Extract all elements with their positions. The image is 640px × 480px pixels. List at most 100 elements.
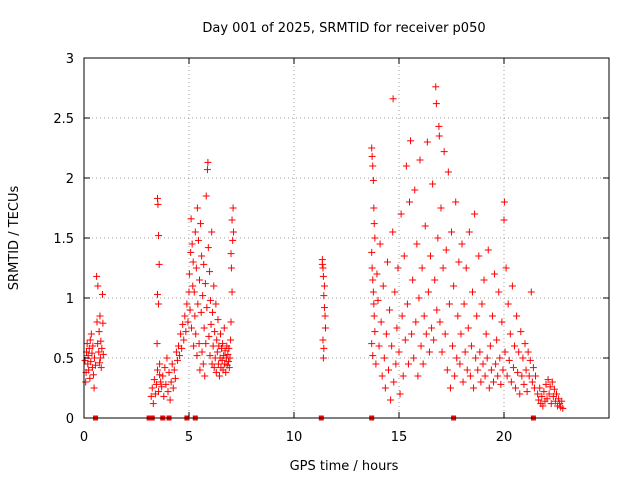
data-point bbox=[418, 264, 426, 272]
data-point bbox=[449, 342, 457, 350]
data-point bbox=[157, 378, 165, 386]
data-point bbox=[517, 328, 525, 336]
data-point bbox=[536, 384, 544, 392]
data-point bbox=[206, 296, 214, 304]
data-point bbox=[96, 354, 104, 362]
data-point bbox=[201, 372, 209, 380]
data-point bbox=[521, 340, 529, 348]
data-point bbox=[525, 372, 533, 380]
data-point bbox=[218, 356, 226, 364]
data-point bbox=[210, 282, 218, 290]
data-point bbox=[370, 204, 378, 212]
data-point bbox=[173, 356, 181, 364]
data-point bbox=[419, 360, 427, 368]
data-point bbox=[547, 400, 555, 408]
data-point bbox=[88, 349, 96, 357]
data-point bbox=[155, 300, 163, 308]
data-point bbox=[415, 294, 423, 302]
data-point bbox=[432, 83, 440, 91]
data-point bbox=[368, 264, 376, 272]
data-point bbox=[496, 354, 504, 362]
data-point bbox=[421, 222, 429, 230]
data-point bbox=[163, 354, 171, 362]
data-point bbox=[193, 204, 201, 212]
data-point bbox=[515, 348, 523, 356]
data-point bbox=[177, 330, 185, 338]
data-point bbox=[183, 300, 191, 308]
data-point bbox=[402, 162, 410, 170]
data-point bbox=[227, 336, 235, 344]
data-point bbox=[198, 252, 206, 260]
data-point bbox=[424, 288, 432, 296]
data-point bbox=[160, 392, 168, 400]
data-point bbox=[228, 216, 236, 224]
data-point bbox=[381, 384, 389, 392]
data-point bbox=[491, 270, 499, 278]
data-point bbox=[85, 366, 93, 374]
data-point bbox=[225, 364, 233, 372]
data-point bbox=[230, 228, 238, 236]
data-point bbox=[217, 330, 224, 338]
data-point bbox=[540, 388, 548, 396]
data-point bbox=[500, 216, 508, 224]
data-point bbox=[192, 264, 200, 272]
data-point bbox=[156, 371, 164, 379]
data-point bbox=[320, 282, 328, 290]
data-point bbox=[166, 396, 174, 404]
data-point bbox=[553, 390, 560, 398]
data-point bbox=[370, 312, 378, 320]
data-point bbox=[509, 364, 517, 372]
data-point bbox=[512, 384, 520, 392]
data-point bbox=[438, 348, 446, 356]
data-point bbox=[225, 344, 233, 352]
data-point bbox=[319, 336, 327, 344]
data-point bbox=[98, 290, 106, 298]
data-point bbox=[486, 342, 494, 350]
data-point bbox=[187, 248, 195, 256]
data-point bbox=[371, 234, 379, 242]
data-point bbox=[519, 354, 527, 362]
data-point bbox=[207, 320, 215, 328]
data-point bbox=[440, 148, 448, 156]
data-point bbox=[409, 276, 417, 284]
data-point bbox=[322, 324, 329, 332]
y-tick-label: 2 bbox=[66, 172, 74, 187]
data-point bbox=[152, 380, 160, 388]
data-point bbox=[518, 372, 526, 380]
data-point bbox=[545, 390, 553, 398]
data-point bbox=[195, 340, 203, 348]
data-point bbox=[399, 372, 407, 380]
data-point bbox=[505, 356, 513, 364]
data-point bbox=[535, 396, 543, 404]
data-point bbox=[379, 282, 387, 290]
data-point bbox=[488, 312, 496, 320]
data-point bbox=[154, 200, 162, 208]
data-point bbox=[411, 186, 419, 194]
data-point bbox=[191, 228, 199, 236]
data-point bbox=[369, 176, 377, 184]
data-point bbox=[162, 380, 170, 388]
data-point bbox=[457, 330, 465, 338]
data-point bbox=[199, 292, 207, 300]
data-point bbox=[460, 300, 468, 308]
data-point bbox=[150, 376, 158, 384]
data-point bbox=[437, 204, 445, 212]
data-point bbox=[188, 324, 196, 332]
data-point bbox=[206, 268, 214, 276]
data-point bbox=[204, 244, 212, 252]
data-point bbox=[375, 342, 383, 350]
data-point bbox=[528, 378, 536, 386]
data-point bbox=[149, 400, 157, 408]
data-point bbox=[423, 138, 431, 146]
data-point bbox=[85, 344, 93, 352]
data-point bbox=[475, 252, 483, 260]
data-point bbox=[221, 347, 229, 355]
data-point bbox=[148, 384, 156, 392]
data-point bbox=[212, 300, 220, 308]
data-point bbox=[501, 348, 509, 356]
data-point bbox=[97, 337, 105, 345]
data-point bbox=[532, 372, 539, 380]
data-point bbox=[452, 198, 460, 206]
data-point bbox=[218, 344, 226, 352]
data-point bbox=[559, 404, 567, 412]
